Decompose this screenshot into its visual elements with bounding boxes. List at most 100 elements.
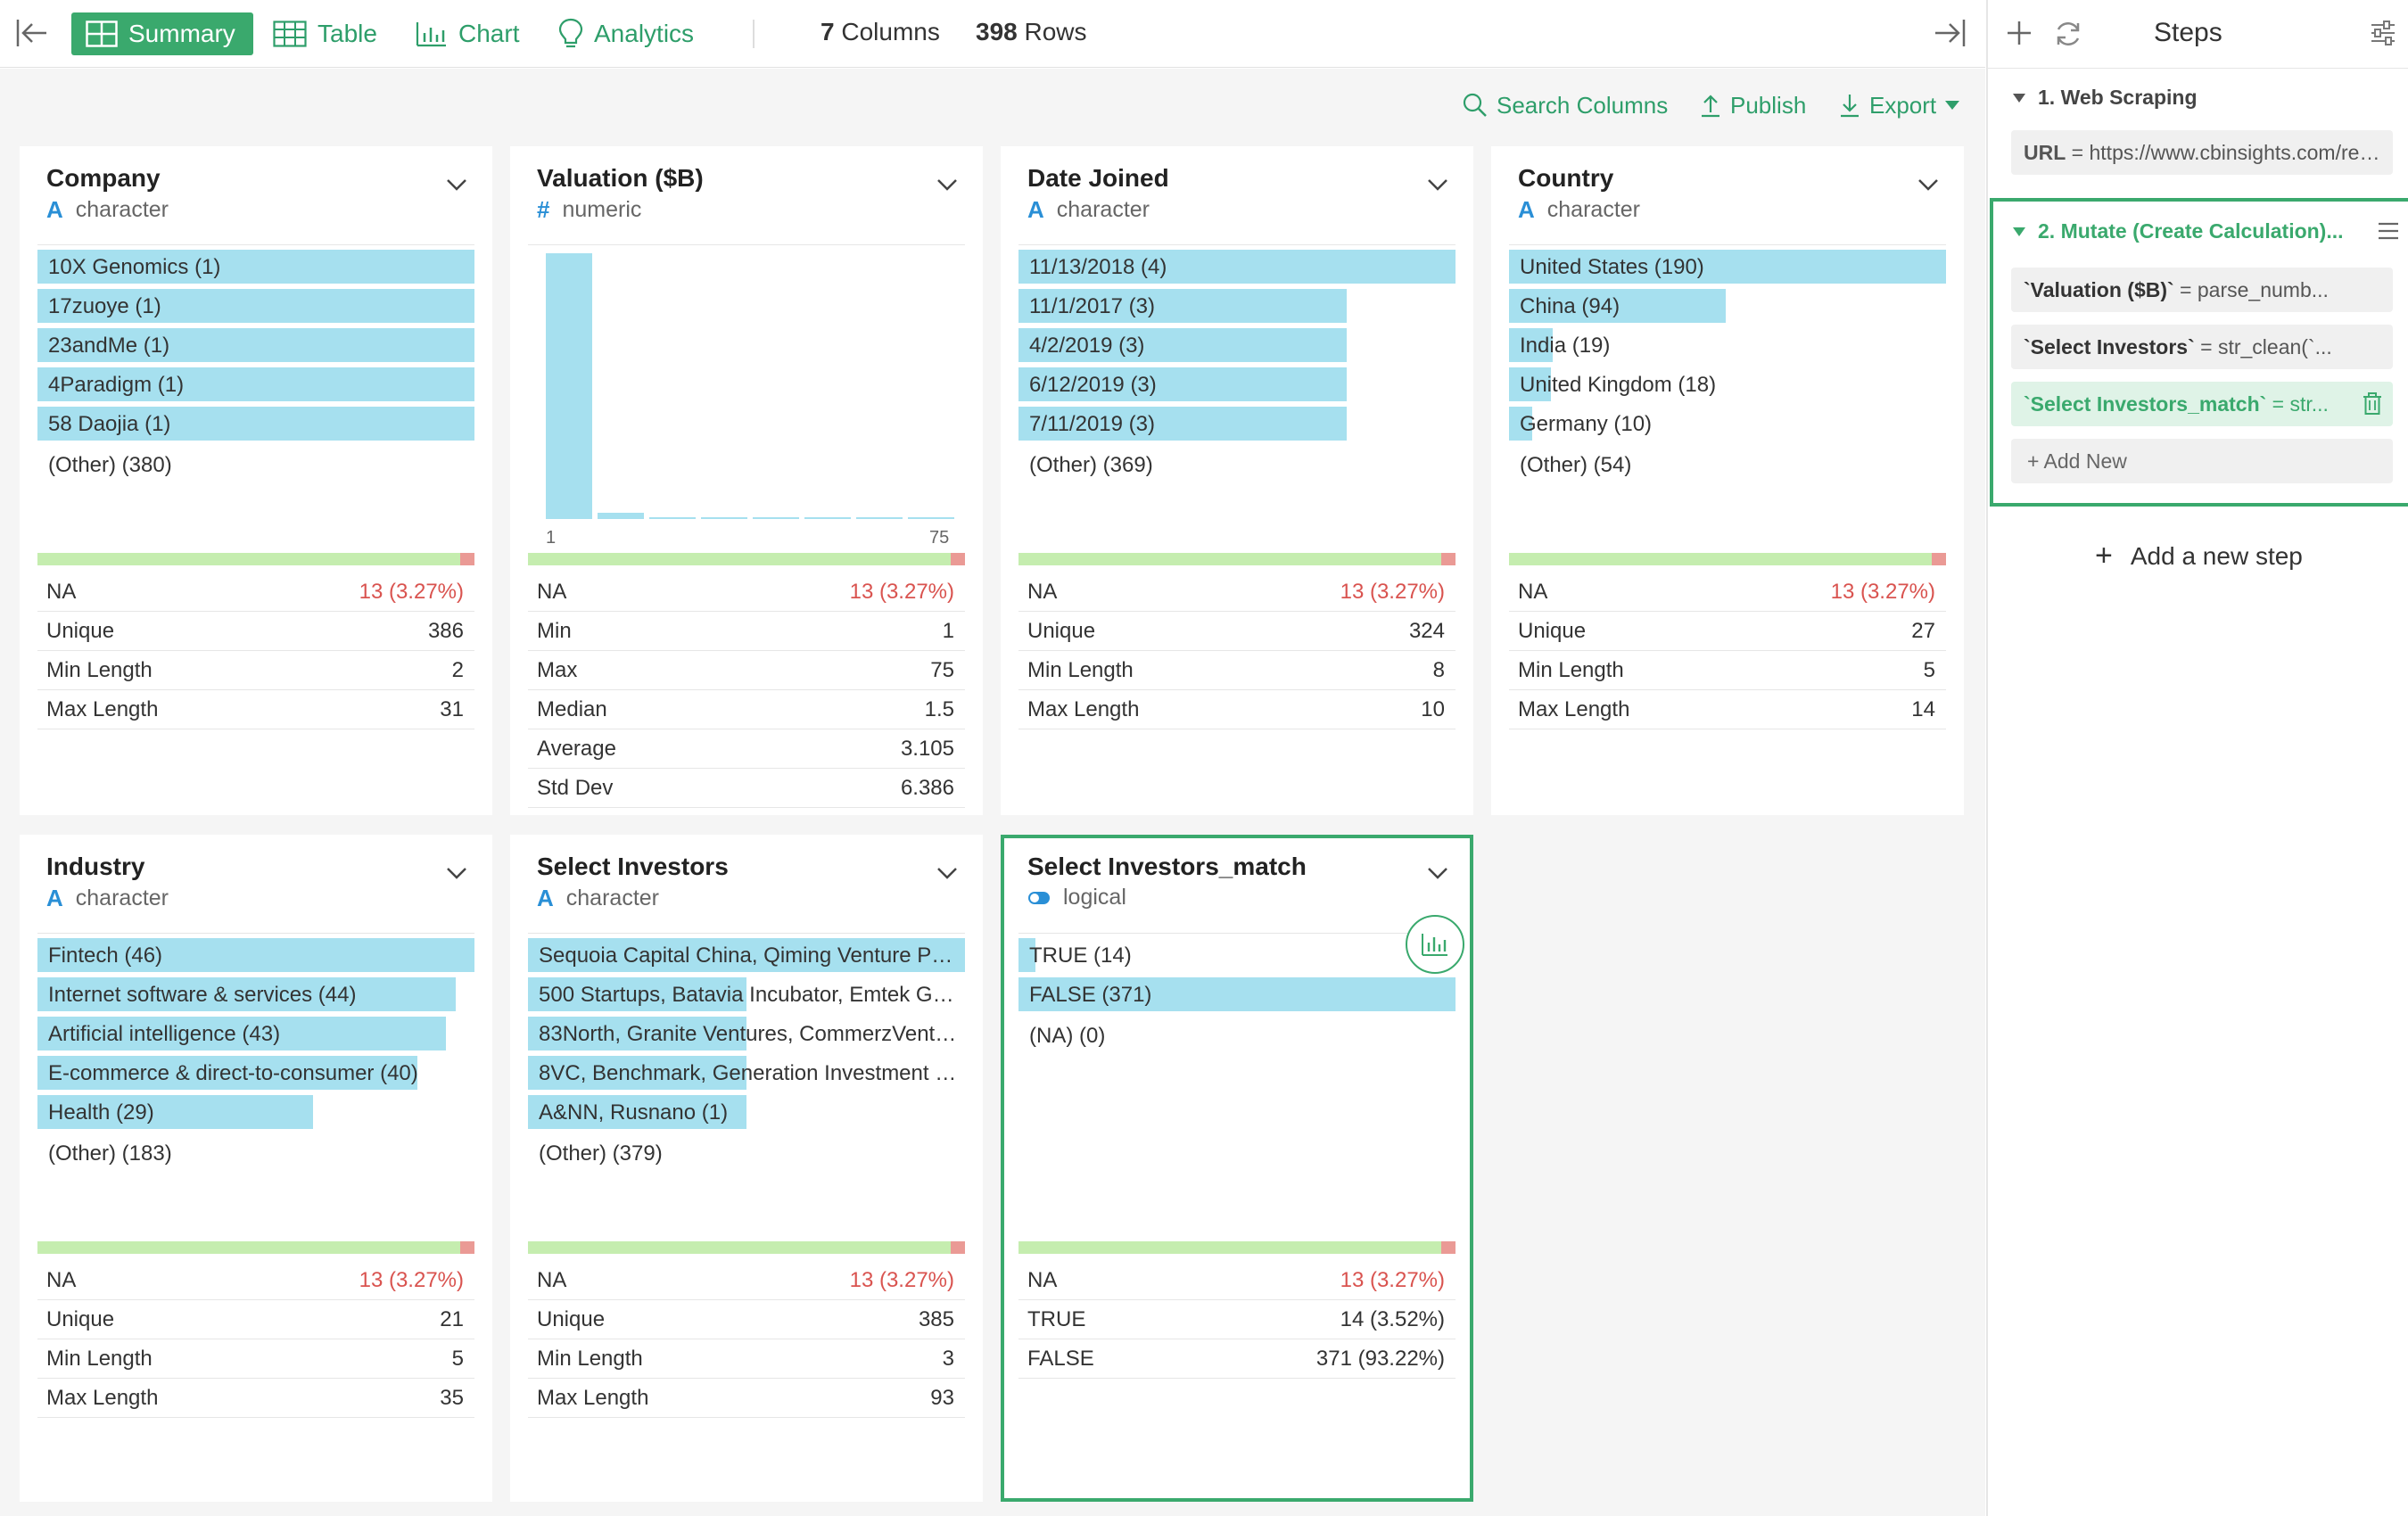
tab-chart[interactable]: Chart — [416, 12, 519, 55]
histogram-bar[interactable] — [856, 517, 903, 519]
add-new-step-button[interactable]: + Add a new step — [2095, 539, 2303, 573]
column-card[interactable]: Valuation ($B) # numeric 1 75 NA 13 (3.27%) … — [510, 146, 983, 815]
publish-label: Publish — [1730, 91, 1807, 119]
steps-panel: Steps 1. Web Scraping URL = https://www.… — [1986, 0, 2408, 1516]
stat-label: TRUE — [1027, 1307, 1086, 1331]
value-bar-label: China (94) — [1520, 294, 1620, 318]
chevron-down-icon[interactable] — [1917, 178, 1939, 195]
value-bar[interactable]: Artificial intelligence (43) — [37, 1017, 474, 1050]
lightbulb-icon — [558, 18, 583, 48]
value-bar[interactable]: 58 Daojia (1) — [37, 407, 474, 441]
value-bar-fill — [528, 1095, 746, 1129]
step-2-header[interactable]: 2. Mutate (Create Calculation)... — [2013, 219, 2352, 243]
mutate-row-select-investors[interactable]: `Select Investors` = str_clean(`... — [2011, 325, 2393, 369]
histogram-bar[interactable] — [908, 517, 954, 519]
refresh-icon[interactable] — [2054, 20, 2082, 53]
histogram-bar[interactable] — [649, 517, 696, 519]
steps-title: Steps — [2154, 18, 2222, 47]
chart-toggle-button[interactable] — [1406, 915, 1464, 974]
value-bar[interactable]: India (19) — [1509, 328, 1946, 362]
stat-label: Max — [537, 658, 578, 682]
other-values: (Other) (380) — [48, 453, 172, 477]
chevron-down-icon[interactable] — [936, 178, 958, 195]
value-bar[interactable]: 11/13/2018 (4) — [1018, 250, 1456, 284]
add-new-calculation-button[interactable]: + Add New — [2011, 439, 2393, 483]
value-bar[interactable]: 10X Genomics (1) — [37, 250, 474, 284]
stat-row: Min Length 3 — [528, 1339, 965, 1379]
value-bar-fill — [37, 328, 474, 362]
mutate-row-name: `Select Investors` — [2024, 335, 2195, 358]
value-bar[interactable]: Fintech (46) — [37, 938, 474, 972]
value-bar[interactable]: Health (29) — [37, 1095, 474, 1129]
na-ratio-bar — [528, 553, 965, 565]
value-bar[interactable]: 11/1/2017 (3) — [1018, 289, 1456, 323]
search-columns-button[interactable]: Search Columns — [1463, 89, 1668, 121]
row-count-label: Rows — [1024, 18, 1087, 45]
value-bar[interactable]: 6/12/2019 (3) — [1018, 367, 1456, 401]
value-bar[interactable]: Internet software & services (44) — [37, 977, 474, 1011]
value-bar[interactable]: 500 Startups, Batavia Incubator, Emtek G… — [528, 977, 965, 1011]
step-1-header[interactable]: 1. Web Scraping — [2013, 86, 2198, 110]
tab-table[interactable]: Table — [273, 12, 377, 55]
value-bar[interactable]: United Kingdom (18) — [1509, 367, 1946, 401]
value-bar[interactable]: TRUE (14) — [1018, 938, 1456, 972]
value-bar[interactable]: 17zuoye (1) — [37, 289, 474, 323]
value-bar[interactable]: E-commerce & direct-to-consumer (40) — [37, 1056, 474, 1090]
value-bar[interactable]: A&NN, Rusnano (1) — [528, 1095, 965, 1129]
value-bar[interactable]: FALSE (371) — [1018, 977, 1456, 1011]
value-bar[interactable]: 83North, Granite Ventures, CommerzVentur… — [528, 1017, 965, 1050]
na-ratio-fill — [950, 553, 965, 565]
column-card[interactable]: Select Investors_match logical TRUE (14) … — [1001, 835, 1473, 1502]
value-bar[interactable]: Sequoia Capital China, Qiming Venture Pa… — [528, 938, 965, 972]
export-button[interactable]: Export — [1839, 89, 1960, 121]
value-bar[interactable]: 7/11/2019 (3) — [1018, 407, 1456, 441]
stat-row: NA 13 (3.27%) — [37, 1261, 474, 1300]
mutate-row-select-investors-match[interactable]: `Select Investors_match` = str... — [2011, 382, 2393, 426]
collapse-left-icon[interactable] — [16, 18, 48, 53]
chevron-down-icon[interactable] — [936, 867, 958, 884]
add-icon[interactable] — [2006, 20, 2033, 51]
summary-grid-icon — [86, 21, 118, 47]
mutate-row-valuation[interactable]: `Valuation ($B)` = parse_numb... — [2011, 268, 2393, 312]
value-bar[interactable]: 23andMe (1) — [37, 328, 474, 362]
hamburger-menu-icon[interactable] — [2378, 221, 2399, 245]
tab-summary[interactable]: Summary — [71, 12, 253, 55]
mutate-row-expr: = parse_numb... — [2173, 278, 2329, 301]
histogram-bar[interactable] — [804, 517, 851, 519]
value-bar[interactable]: 8VC, Benchmark, Generation Investment M.… — [528, 1056, 965, 1090]
value-bar[interactable]: United States (190) — [1509, 250, 1946, 284]
chevron-down-icon[interactable] — [446, 867, 467, 884]
value-bar[interactable]: Germany (10) — [1509, 407, 1946, 441]
value-bar-label: 8VC, Benchmark, Generation Investment M.… — [539, 1061, 958, 1085]
chevron-down-icon[interactable] — [446, 178, 467, 195]
histogram-bar[interactable] — [753, 517, 799, 519]
trash-icon[interactable] — [2363, 392, 2382, 421]
publish-button[interactable]: Publish — [1700, 89, 1806, 121]
value-bar-fill — [37, 367, 474, 401]
collapse-right-icon[interactable] — [1934, 18, 1966, 53]
value-bar-label: 4Paradigm (1) — [48, 373, 185, 397]
histogram-bar[interactable] — [701, 517, 747, 519]
value-bar-label: 500 Startups, Batavia Incubator, Emtek G… — [539, 983, 958, 1007]
histogram-bar[interactable] — [598, 512, 644, 519]
value-bar-fill — [1018, 250, 1456, 284]
value-bar[interactable]: 4Paradigm (1) — [37, 367, 474, 401]
stat-value: 1 — [942, 619, 954, 643]
step-1-url[interactable]: URL = https://www.cbinsights.com/researc… — [2011, 130, 2393, 175]
chevron-down-icon[interactable] — [1427, 867, 1448, 884]
settings-sliders-icon[interactable] — [2370, 20, 2396, 51]
stat-row: Max Length 14 — [1509, 690, 1946, 729]
value-bar[interactable]: 4/2/2019 (3) — [1018, 328, 1456, 362]
chevron-down-icon[interactable] — [1427, 178, 1448, 195]
value-bar[interactable]: China (94) — [1509, 289, 1946, 323]
value-bar-label: Artificial intelligence (43) — [48, 1022, 281, 1046]
tab-analytics[interactable]: Analytics — [558, 12, 694, 55]
histogram-bar[interactable] — [546, 253, 592, 519]
stat-value: 5 — [451, 1347, 464, 1371]
column-count-label: Columns — [841, 18, 940, 45]
